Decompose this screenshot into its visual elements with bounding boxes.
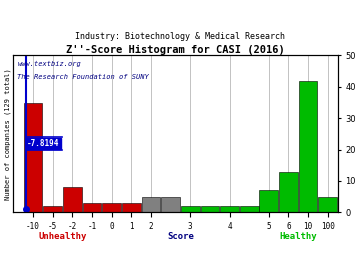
Bar xyxy=(181,206,199,212)
Bar xyxy=(240,206,258,212)
Bar xyxy=(279,171,298,212)
Bar xyxy=(122,203,141,212)
Bar xyxy=(260,190,278,212)
Bar xyxy=(44,206,62,212)
Bar xyxy=(220,206,239,212)
Text: Unhealthy: Unhealthy xyxy=(39,232,87,241)
Text: The Research Foundation of SUNY: The Research Foundation of SUNY xyxy=(17,74,149,80)
Bar xyxy=(318,197,337,212)
Text: Healthy: Healthy xyxy=(279,232,317,241)
Bar xyxy=(201,206,219,212)
Bar xyxy=(161,197,180,212)
Text: Industry: Biotechnology & Medical Research: Industry: Biotechnology & Medical Resear… xyxy=(75,32,285,41)
Bar xyxy=(102,203,121,212)
Bar xyxy=(141,197,160,212)
Text: -7.8194: -7.8194 xyxy=(27,139,59,148)
Y-axis label: Number of companies (129 total): Number of companies (129 total) xyxy=(4,68,11,200)
Title: Z''-Score Histogram for CASI (2016): Z''-Score Histogram for CASI (2016) xyxy=(66,45,285,55)
Text: Score: Score xyxy=(167,232,194,241)
Bar xyxy=(299,80,318,212)
Bar xyxy=(24,103,42,212)
Bar xyxy=(63,187,82,212)
Bar xyxy=(83,203,102,212)
Text: www.textbiz.org: www.textbiz.org xyxy=(17,61,81,68)
